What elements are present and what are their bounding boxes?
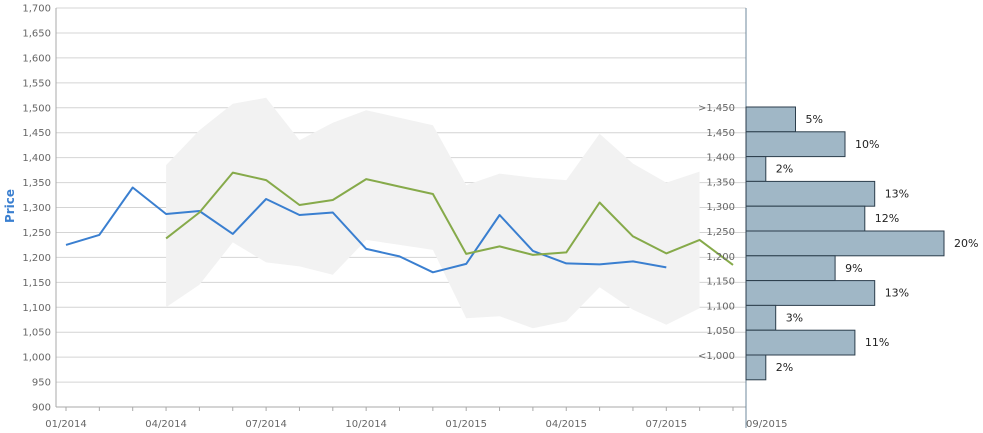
histogram-percent-label: 10% [855, 138, 879, 151]
x-tick-label: 09/2015 [746, 419, 788, 430]
y-tick-label: 950 [32, 378, 51, 389]
histogram-bin-label: 1,050 [706, 326, 735, 337]
histogram-percent-label: 13% [885, 187, 909, 200]
y-axis-ticks: 900 950 1,000 1,050 1,100 1,150 1,200 1,250 1,30… [22, 4, 51, 414]
histogram-percent-label: 13% [885, 287, 909, 300]
price-histogram: >1,450 5% 1,450 10% 1,400 2% 1,350 13% 1,300 12% 1… [698, 103, 978, 381]
histogram-bar [745, 156, 767, 182]
histogram-percent-label: 3% [786, 311, 803, 324]
histogram-bin-label: 1,250 [706, 227, 735, 238]
x-tick-label: 01/2015 [445, 419, 487, 430]
x-tick-label: 07/2015 [646, 419, 688, 430]
x-tick-label: 04/2015 [545, 419, 587, 430]
histogram-bin-label: <1,000 [698, 351, 735, 362]
histogram-bar [745, 230, 945, 257]
histogram-bin-label: 1,400 [706, 153, 735, 164]
histogram-percent-label: 11% [865, 336, 889, 349]
histogram-bin-label: 1,200 [706, 252, 735, 263]
y-tick-label: 1,500 [22, 103, 51, 114]
histogram-percent-label: 2% [776, 361, 793, 374]
series-line-1 [65, 186, 667, 274]
histogram-bar [745, 106, 796, 133]
y-tick-label: 1,550 [22, 78, 51, 89]
histogram-bar [745, 255, 836, 282]
y-tick-label: 1,300 [22, 203, 51, 214]
histogram-percent-label: 2% [776, 163, 793, 176]
x-tick-label: 07/2014 [245, 419, 287, 430]
y-tick-label: 1,100 [22, 303, 51, 314]
x-tick-label: 10/2014 [345, 419, 387, 430]
y-tick-label: 1,450 [22, 128, 51, 139]
price-range-band [166, 97, 700, 329]
histogram-bin-label: >1,450 [698, 103, 735, 114]
histogram-bar [745, 131, 846, 158]
y-tick-label: 1,600 [22, 53, 51, 64]
histogram-bar [745, 205, 866, 232]
series-lines [65, 171, 734, 274]
histogram-bin-label: 1,100 [706, 301, 735, 312]
histogram-bin-label: 1,150 [706, 277, 735, 288]
histogram-bar [745, 280, 876, 306]
y-tick-label: 1,150 [22, 278, 51, 289]
y-tick-label: 1,350 [22, 178, 51, 189]
histogram-percent-label: 9% [845, 262, 862, 275]
y-tick-label: 1,400 [22, 153, 51, 164]
series-line-2 [165, 171, 734, 266]
histogram-bin-label: 1,350 [706, 177, 735, 188]
y-axis-label: Price [3, 189, 17, 223]
x-axis-ticks: 01/2014 04/2014 07/2014 10/2014 01/2015 04/20… [45, 419, 787, 430]
y-tick-label: 1,700 [22, 4, 51, 15]
y-tick-label: 1,000 [22, 353, 51, 364]
histogram-percent-label: 12% [875, 212, 899, 225]
histogram-bar [745, 180, 876, 207]
y-tick-label: 1,050 [22, 328, 51, 339]
histogram-bar [745, 304, 777, 331]
histogram-percent-label: 5% [806, 113, 823, 126]
histogram-percent-label: 20% [954, 237, 978, 250]
histogram-bar [745, 354, 767, 381]
histogram-bin-label: 1,450 [706, 128, 735, 139]
y-tick-label: 900 [32, 403, 51, 414]
x-tick-label: 01/2014 [45, 419, 87, 430]
y-tick-label: 1,200 [22, 253, 51, 264]
histogram-bar [745, 329, 856, 356]
y-tick-label: 1,650 [22, 28, 51, 39]
x-tick-label: 04/2014 [145, 419, 187, 430]
histogram-bin-label: 1,300 [706, 202, 735, 213]
y-tick-label: 1,250 [22, 228, 51, 239]
